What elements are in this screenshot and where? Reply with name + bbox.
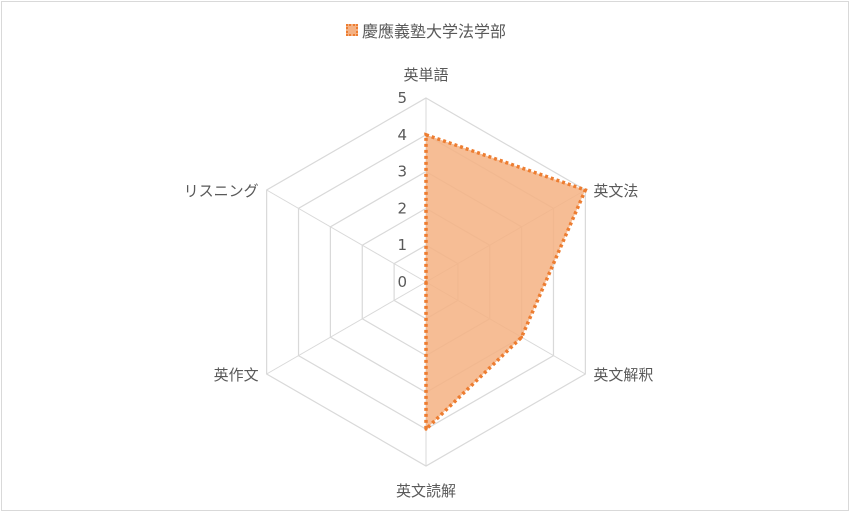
data-point-リスニング [424,280,428,284]
legend-label: 慶應義塾大学法学部 [361,22,506,41]
tick-label-2: 2 [397,199,407,217]
legend: 慶應義塾大学法学部 [0,18,852,42]
series-area-0 [424,132,588,434]
axis-label-1: 英文法 [593,182,638,200]
tick-label-5: 5 [397,89,407,107]
axis-label-4: 英作文 [214,366,259,384]
axis-label-2: 英文解釈 [593,366,653,384]
axis-label-5: リスニング [184,182,259,200]
spoke-5 [266,189,427,283]
axis-label-3: 英文読解 [396,482,456,500]
data-point-英文解釈 [520,335,524,339]
tick-label-1: 1 [397,236,407,254]
radar-series [424,132,588,434]
data-point-英文法 [583,188,587,192]
tick-label-4: 4 [397,126,407,144]
tick-label-3: 3 [397,163,407,181]
tick-label-0: 0 [397,273,407,291]
spoke-4 [266,281,427,375]
data-point-英文読解 [424,427,428,431]
legend-swatch [345,24,358,36]
axis-label-0: 英単語 [403,66,448,84]
radar-tick-labels: 0 1 2 3 4 5 [397,89,407,291]
data-point-英単語 [424,133,428,137]
